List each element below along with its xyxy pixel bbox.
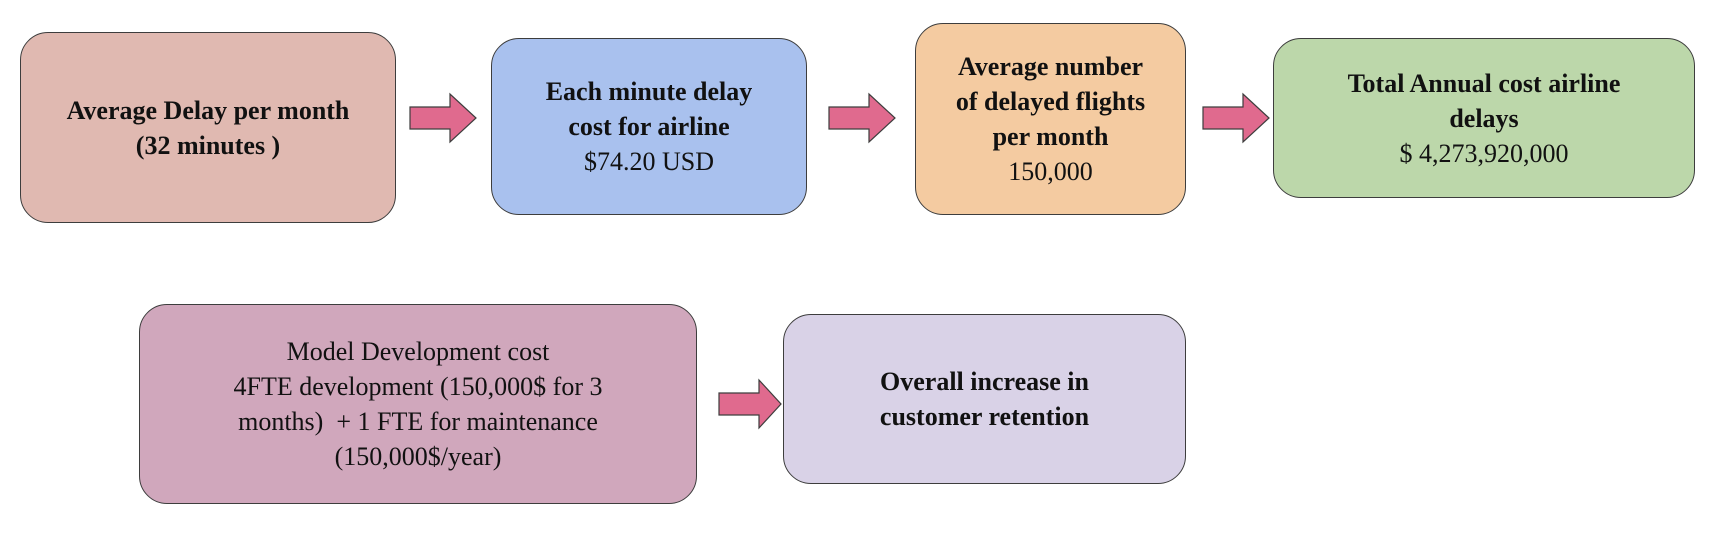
delayed-flights-title: Average number [957, 52, 1144, 81]
minute-delay-cost-value: $74.20 USD [583, 147, 714, 176]
customer-retention-box: Overall increase in customer retention [783, 314, 1186, 484]
minute-delay-cost-title-2: cost for airline [568, 112, 730, 141]
delayed-flights-box: Average number of delayed flights per mo… [915, 23, 1186, 215]
total-annual-cost-box: Total Annual cost airline delays $ 4,273… [1273, 38, 1695, 198]
total-annual-cost-title: Total Annual cost airline [1347, 68, 1621, 98]
model-development-cost-box: Model Development cost 4FTE development … [139, 304, 697, 504]
delayed-flights-title-2: of delayed flights [955, 87, 1146, 116]
model-development-line-2: 4FTE development (150,000$ for 3 [233, 372, 603, 401]
average-delay-title: Average Delay per month [66, 95, 350, 125]
flow-arrow-icon [408, 92, 480, 144]
customer-retention-title-2: customer retention [879, 402, 1090, 431]
total-annual-cost-title-2: delays [1449, 103, 1519, 133]
total-annual-cost-value: $ 4,273,920,000 [1399, 138, 1569, 168]
customer-retention-title: Overall increase in [880, 367, 1089, 396]
delayed-flights-title-3: per month [992, 122, 1109, 151]
flow-arrow-icon [827, 92, 899, 144]
flow-arrow-icon [717, 378, 789, 430]
delayed-flights-value: 150,000 [1008, 157, 1093, 186]
flow-arrow-icon [1201, 92, 1273, 144]
model-development-line-3: months) + 1 FTE for maintenance [238, 407, 598, 436]
model-development-title: Model Development cost [286, 337, 550, 366]
average-delay-box: Average Delay per month (32 minutes ) [20, 32, 396, 223]
model-development-line-4: (150,000$/year) [334, 442, 502, 471]
minute-delay-cost-box: Each minute delay cost for airline $74.2… [491, 38, 807, 215]
minute-delay-cost-title: Each minute delay [545, 77, 753, 106]
average-delay-minutes: (32 minutes ) [135, 130, 281, 160]
